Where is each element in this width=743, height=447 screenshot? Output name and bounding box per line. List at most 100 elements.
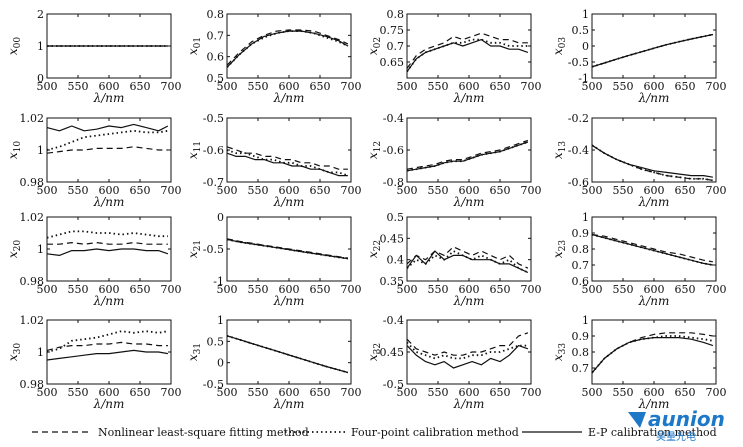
panel-x02: 500 550 600 650 700 0.65 0.7 0.75 0.8 λ/nm x02 bbox=[366, 8, 542, 105]
xtick-label-x10-2: 600 bbox=[99, 184, 120, 197]
ytick-label-x30-0: 0.98 bbox=[20, 378, 45, 391]
ytick-label-x10-1: 1 bbox=[37, 144, 44, 157]
xtick-label-x31-2: 600 bbox=[279, 386, 300, 399]
yaxis-label-sub-x33: 33 bbox=[558, 343, 568, 355]
series-line-x33-solid bbox=[591, 337, 714, 374]
ytick-label-x02-1: 0.7 bbox=[387, 40, 405, 53]
ytick-label-x01-2: 0.7 bbox=[207, 29, 225, 42]
xtick-label-x20-3: 650 bbox=[130, 283, 151, 296]
xtick-label-x02-2: 600 bbox=[459, 80, 480, 93]
xtick-label-x33-3: 650 bbox=[675, 386, 696, 399]
yaxis-label-base-x22: x bbox=[366, 251, 380, 258]
yaxis-label-base-x01: x bbox=[186, 48, 200, 55]
xaxis-label-x13: λ/nm bbox=[638, 195, 670, 209]
yaxis-label-x30: x30 bbox=[6, 343, 23, 362]
yaxis-label-sub-x30: 30 bbox=[13, 343, 23, 355]
xtick-label-x30-3: 650 bbox=[130, 386, 151, 399]
xtick-label-x22-2: 600 bbox=[459, 283, 480, 296]
xtick-label-x12-3: 650 bbox=[490, 184, 511, 197]
xtick-label-x11-3: 650 bbox=[310, 184, 331, 197]
watermark-logo: aunion 昊量光电 bbox=[628, 407, 725, 443]
axes-frame-x12 bbox=[406, 117, 532, 183]
ytick-label-x12-1: -0.6 bbox=[383, 144, 404, 157]
xtick-label-x31-3: 650 bbox=[310, 386, 331, 399]
ytick-label-x20-0: 0.98 bbox=[20, 275, 45, 288]
xtick-label-x12-4: 700 bbox=[521, 184, 542, 197]
ytick-label-x30-1: 1 bbox=[37, 346, 44, 359]
yaxis-label-x10: x10 bbox=[6, 141, 23, 160]
legend-label-ep: E-P calibration method bbox=[588, 426, 717, 439]
xaxis-label-x32: λ/nm bbox=[453, 397, 485, 411]
yaxis-label-x32: x32 bbox=[366, 343, 383, 361]
yaxis-label-sub-x21: 21 bbox=[193, 240, 203, 251]
xtick-label-x01-3: 650 bbox=[310, 80, 331, 93]
xtick-label-x21-2: 600 bbox=[279, 283, 300, 296]
xtick-label-x10-0: 500 bbox=[37, 184, 58, 197]
xtick-label-x13-1: 550 bbox=[613, 184, 634, 197]
yaxis-label-sub-x32: 32 bbox=[373, 343, 383, 354]
panel-x01: 500 550 600 650 700 0.5 0.6 0.7 0.8 λ/nm x01 bbox=[186, 8, 362, 105]
yaxis-label-x12: x12 bbox=[366, 141, 383, 159]
series-line-x30-dotted bbox=[46, 330, 169, 353]
ytick-label-x00-0: 0 bbox=[37, 72, 44, 85]
xaxis-label-x02: λ/nm bbox=[453, 91, 485, 105]
xaxis-label-x30: λ/nm bbox=[93, 397, 125, 411]
yaxis-label-sub-x10: 10 bbox=[13, 141, 23, 153]
yaxis-label-x23: x23 bbox=[551, 240, 568, 259]
yaxis-label-base-x12: x bbox=[366, 152, 380, 159]
yaxis-label-base-x13: x bbox=[551, 152, 565, 159]
xtick-label-x33-0: 500 bbox=[582, 386, 603, 399]
ytick-label-x02-3: 0.8 bbox=[387, 8, 405, 21]
xtick-label-x30-0: 500 bbox=[37, 386, 58, 399]
ytick-label-x11-2: -0.5 bbox=[203, 112, 224, 125]
xtick-label-x33-2: 600 bbox=[644, 386, 665, 399]
series-line-x12-dashed bbox=[406, 139, 529, 170]
yaxis-label-x20: x20 bbox=[6, 240, 23, 259]
xaxis-label-x01: λ/nm bbox=[273, 91, 305, 105]
xtick-label-x31-4: 700 bbox=[341, 386, 362, 399]
series-line-x22-dashed bbox=[406, 246, 529, 269]
xtick-label-x10-1: 550 bbox=[68, 184, 89, 197]
xtick-label-x01-1: 550 bbox=[248, 80, 269, 93]
yaxis-label-x00: x00 bbox=[6, 37, 23, 56]
series-line-x32-dashed bbox=[406, 332, 529, 356]
xtick-label-x00-2: 600 bbox=[99, 80, 120, 93]
xtick-label-x30-4: 700 bbox=[161, 386, 182, 399]
ytick-label-x10-0: 0.98 bbox=[20, 176, 45, 189]
xtick-label-x00-0: 500 bbox=[37, 80, 58, 93]
xtick-label-x02-1: 550 bbox=[428, 80, 449, 93]
xtick-label-x23-0: 500 bbox=[582, 283, 603, 296]
yaxis-label-x33: x33 bbox=[551, 343, 568, 362]
xtick-label-x01-4: 700 bbox=[341, 80, 362, 93]
xtick-label-x22-3: 650 bbox=[490, 283, 511, 296]
series-line-x32-solid bbox=[406, 345, 529, 369]
yaxis-label-x03: x03 bbox=[551, 37, 568, 56]
xtick-label-x33-1: 550 bbox=[613, 386, 634, 399]
xaxis-label-x03: λ/nm bbox=[638, 91, 670, 105]
ytick-label-x01-1: 0.6 bbox=[207, 51, 225, 64]
axes-frame-x10 bbox=[46, 117, 172, 183]
yaxis-label-base-x21: x bbox=[186, 251, 200, 258]
xaxis-label-x21: λ/nm bbox=[273, 294, 305, 308]
yaxis-label-sub-x31: 31 bbox=[193, 343, 203, 354]
series-line-x22-solid bbox=[406, 250, 529, 274]
ytick-label-x23-0: 0.6 bbox=[572, 275, 590, 288]
chart-grid: 500 550 600 650 700 0 12 λ/nm x00 500 550 600 650 700… bbox=[6, 8, 727, 411]
ytick-label-x22-2: 0.45 bbox=[380, 232, 405, 245]
series-line-x20-dotted bbox=[46, 230, 168, 239]
ytick-label-x00-1: 1 bbox=[37, 40, 44, 53]
ytick-label-x03-3: 0.5 bbox=[572, 24, 590, 37]
ytick-label-x33-1: 0.8 bbox=[572, 346, 590, 359]
yaxis-label-sub-x12: 12 bbox=[373, 141, 383, 152]
series-line-x03-solid bbox=[591, 33, 714, 68]
ytick-label-x21-1: -0.5 bbox=[203, 243, 224, 256]
xtick-label-x13-4: 700 bbox=[706, 184, 727, 197]
xtick-label-x32-4: 700 bbox=[521, 386, 542, 399]
ytick-label-x21-0: -1 bbox=[213, 275, 224, 288]
xaxis-label-x33: λ/nm bbox=[638, 397, 670, 411]
series-line-x10-solid bbox=[46, 123, 169, 132]
axes-frame-x03 bbox=[591, 13, 717, 79]
yaxis-label-base-x10: x bbox=[6, 152, 20, 159]
xtick-label-x13-3: 650 bbox=[675, 184, 696, 197]
xtick-label-x02-0: 500 bbox=[397, 80, 418, 93]
